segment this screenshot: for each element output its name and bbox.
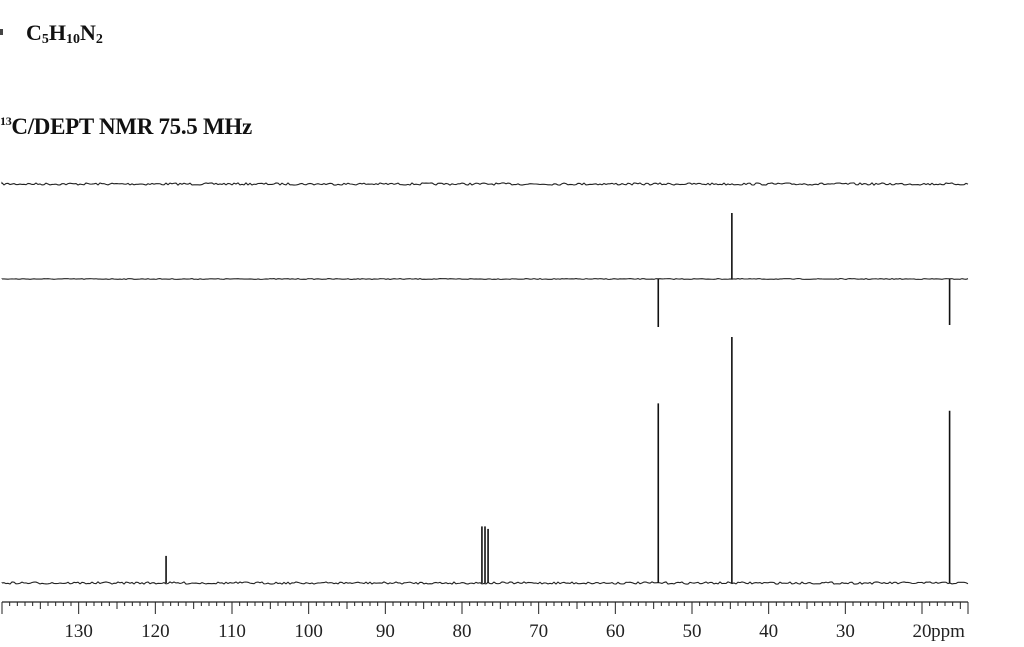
molecular-formula: C5H10N2 <box>26 20 103 47</box>
x-tick-label: 30 <box>836 621 855 642</box>
x-tick-label: 70 <box>529 621 548 642</box>
x-tick-label: 40 <box>759 621 778 642</box>
x-tick-label: 20 <box>913 621 932 642</box>
left-edge-mark <box>0 29 3 35</box>
x-tick-label: 120 <box>141 621 170 642</box>
x-tick-label: 130 <box>64 621 93 642</box>
x-tick-label: 80 <box>453 621 472 642</box>
x-tick-label: 60 <box>606 621 625 642</box>
baseline-trace-1 <box>1 181 969 186</box>
x-tick-label: 50 <box>683 621 702 642</box>
baseline-trace-2 <box>1 278 969 280</box>
spectrum-title: 13C/DEPT NMR 75.5 MHz <box>0 114 252 139</box>
x-tick-label: 110 <box>218 621 246 642</box>
x-tick-label: 90 <box>376 621 395 642</box>
baseline-trace-3 <box>1 581 969 585</box>
x-unit-label: ppm <box>931 621 965 642</box>
x-tick-label: 100 <box>294 621 323 642</box>
